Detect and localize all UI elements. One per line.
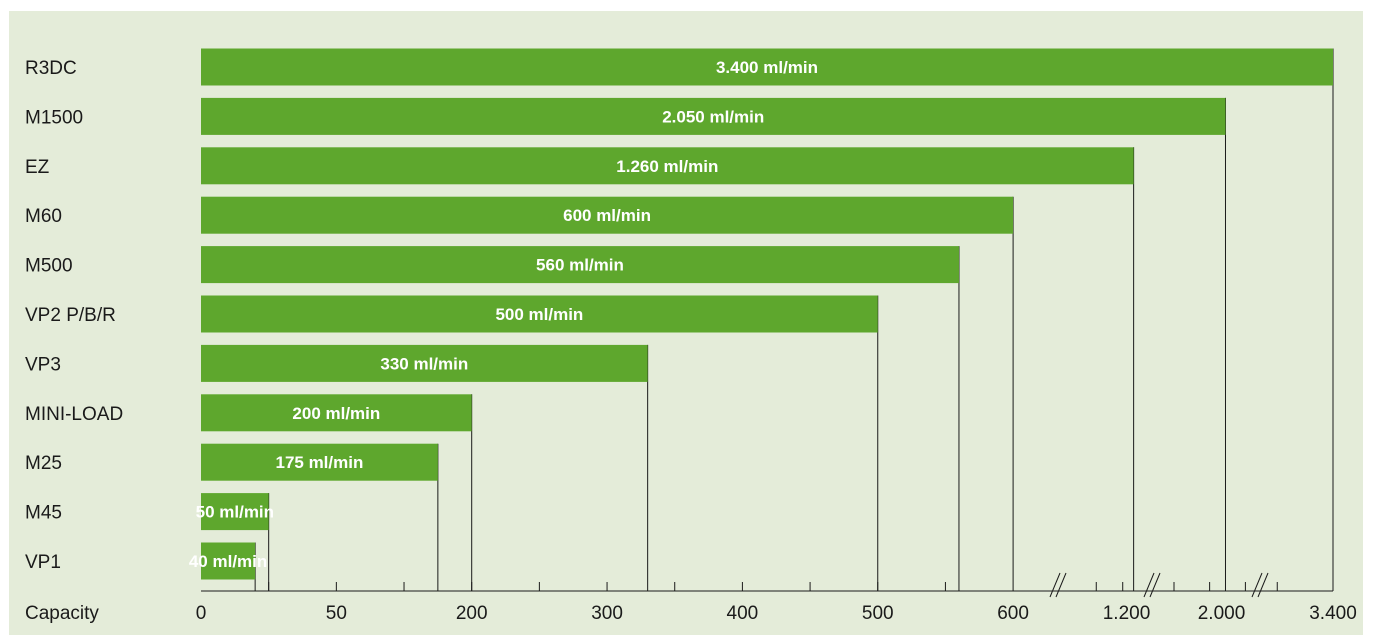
axis-break-mark bbox=[1049, 572, 1061, 598]
x-tick-label: 1.200 bbox=[1103, 603, 1151, 624]
bar-mini-load bbox=[201, 394, 472, 432]
value-label-m500: 560 ml/min bbox=[536, 256, 624, 275]
x-tick-label: 2.000 bbox=[1198, 603, 1246, 624]
category-label-m45: M45 bbox=[25, 503, 62, 524]
x-tick-label: 0 bbox=[196, 603, 207, 624]
value-label-m60: 600 ml/min bbox=[563, 206, 651, 225]
x-tick-label: 400 bbox=[727, 603, 759, 624]
x-tick-label: 3.400 bbox=[1309, 603, 1357, 624]
bar-ez bbox=[201, 147, 1134, 185]
category-label-ez: EZ bbox=[25, 157, 50, 178]
value-label-m25: 175 ml/min bbox=[275, 453, 363, 472]
bar-m1500 bbox=[201, 97, 1226, 135]
category-label-vp3: VP3 bbox=[25, 354, 61, 375]
bar-vp3 bbox=[201, 344, 648, 382]
bar-m45 bbox=[201, 493, 269, 531]
value-label-m1500: 2.050 ml/min bbox=[662, 107, 764, 126]
bar-m60 bbox=[201, 196, 1014, 234]
category-label-m1500: M1500 bbox=[25, 107, 83, 128]
axis-break-mark bbox=[1251, 572, 1263, 598]
bar-m25 bbox=[201, 443, 438, 481]
axis-break-mark bbox=[1149, 572, 1161, 598]
x-tick-label: 600 bbox=[997, 603, 1029, 624]
axis-break-mark bbox=[1257, 572, 1269, 598]
category-label-vp1: VP1 bbox=[25, 552, 61, 573]
value-label-m45: 50 ml/min bbox=[196, 503, 274, 522]
value-label-vp1: 40 ml/min bbox=[189, 552, 267, 571]
axis-break-mark bbox=[1143, 572, 1155, 598]
value-label-vp2-p-b-r: 500 ml/min bbox=[495, 305, 583, 324]
bar-vp1 bbox=[201, 542, 256, 580]
category-label-m500: M500 bbox=[25, 256, 73, 277]
value-label-vp3: 330 ml/min bbox=[380, 354, 468, 373]
category-label-r3dc: R3DC bbox=[25, 58, 77, 79]
bar-vp2-p-b-r bbox=[201, 295, 878, 333]
category-label-m60: M60 bbox=[25, 206, 62, 227]
value-label-mini-load: 200 ml/min bbox=[292, 404, 380, 423]
bar-m500 bbox=[201, 246, 959, 284]
category-label-vp2-p-b-r: VP2 P/B/R bbox=[25, 305, 116, 326]
x-tick-label: 500 bbox=[862, 603, 894, 624]
chart-panel: R3DC 3.400 ml/min M1500 2.050 ml/min EZ 1.260… bbox=[9, 11, 1363, 635]
value-label-ez: 1.260 ml/min bbox=[616, 157, 718, 176]
category-label-m25: M25 bbox=[25, 453, 62, 474]
value-label-r3dc: 3.400 ml/min bbox=[716, 58, 818, 77]
axis-break-mark bbox=[1055, 572, 1067, 598]
x-tick-label: 300 bbox=[591, 603, 623, 624]
x-axis-label: Capacity bbox=[25, 603, 99, 624]
capacity-bar-chart: R3DC 3.400 ml/min M1500 2.050 ml/min EZ 1.260… bbox=[9, 11, 1363, 635]
bar-r3dc bbox=[201, 48, 1333, 86]
x-tick-label: 200 bbox=[456, 603, 488, 624]
category-label-mini-load: MINI-LOAD bbox=[25, 404, 123, 425]
x-tick-label: 50 bbox=[326, 603, 347, 624]
